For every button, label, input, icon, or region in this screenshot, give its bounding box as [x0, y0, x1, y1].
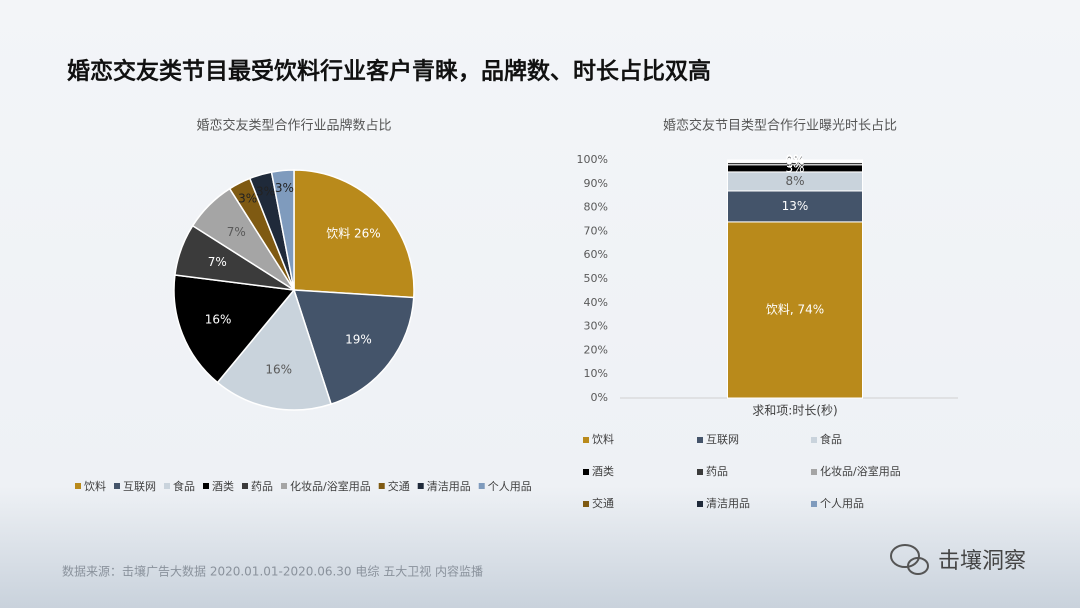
logo-icon [907, 557, 929, 575]
y-tick-label: 10% [584, 367, 608, 380]
legend-swatch [697, 437, 703, 443]
chart-title: 婚恋交友类型合作行业品牌数占比 [196, 118, 391, 134]
legend-label: 食品 [173, 479, 195, 493]
y-tick-label: 0% [591, 391, 608, 404]
y-tick-label: 50% [584, 272, 608, 285]
legend-swatch [281, 483, 287, 489]
data-label: 7% [208, 255, 227, 269]
slide-title: 婚恋交友类节目最受饮料行业客户青睐，品牌数、时长占比双高 [67, 58, 711, 85]
legend-label: 个人用品 [820, 497, 864, 510]
legend-label: 饮料 [592, 432, 614, 446]
y-tick-label: 30% [584, 320, 608, 333]
legend-swatch [378, 483, 385, 489]
y-tick-label: 70% [584, 224, 608, 237]
legend-swatch [697, 501, 703, 507]
legend-swatch [697, 469, 703, 475]
legend-swatch [478, 483, 485, 489]
legend-swatch [811, 437, 817, 443]
legend-swatch [811, 501, 817, 507]
data-label: 19% [345, 333, 372, 347]
legend-swatch [583, 501, 589, 507]
legend-label: 互联网 [123, 480, 156, 493]
data-label: 饮料, 74% [766, 302, 824, 316]
legend-swatch [114, 483, 120, 489]
pie-slice [216, 288, 333, 411]
data-label: 7% [227, 225, 246, 239]
y-tick-label: 20% [584, 343, 608, 356]
legend-label: 个人用品 [488, 480, 532, 493]
data-label: 饮料 26% [326, 227, 381, 241]
legend-label: 饮料 [84, 479, 106, 493]
legend-swatch [417, 483, 424, 489]
y-tick-label: 40% [584, 296, 608, 309]
logo-icon [890, 544, 920, 568]
legend-label: 交通 [592, 496, 614, 510]
legend-label: 酒类 [212, 479, 234, 493]
legend-label: 清洁用品 [427, 480, 471, 493]
legend-swatch [164, 483, 170, 489]
data-label: 16% [205, 313, 232, 327]
pie-slice [293, 169, 415, 299]
bar-segment [727, 190, 863, 223]
data-label: 3% [238, 192, 257, 206]
brand-logo [890, 544, 929, 575]
brand-name: 击壤洞察 [938, 549, 1026, 574]
legend-label: 互联网 [706, 433, 739, 446]
legend-label: 药品 [706, 465, 728, 478]
legend-swatch [242, 483, 248, 489]
data-label: 0% [785, 153, 804, 167]
data-label: 3% [275, 181, 294, 195]
y-tick-label: 80% [584, 201, 608, 214]
y-tick-label: 90% [584, 177, 608, 190]
source-note: 数据来源：击壤广告大数据 2020.01.01-2020.06.30 电综 五大… [62, 564, 483, 579]
legend-swatch [203, 483, 209, 489]
data-label: 8% [785, 174, 804, 188]
legend-swatch [811, 469, 817, 475]
legend-label: 交通 [388, 479, 410, 493]
pie-slice [292, 289, 415, 406]
legend-swatch [583, 469, 589, 475]
legend-swatch [75, 483, 81, 489]
data-label: 16% [265, 363, 292, 377]
y-tick-label: 100% [577, 153, 608, 166]
pie-slice [270, 169, 295, 291]
legend-label: 酒类 [592, 464, 614, 478]
y-tick-label: 60% [584, 248, 608, 261]
x-tick-label: 求和项:时长(秒) [752, 404, 837, 418]
legend-label: 化妆品/浴室用品 [820, 464, 901, 478]
legend-swatch [583, 437, 589, 443]
pie-slice [173, 274, 296, 384]
chart-title: 婚恋交友节目类型合作行业曝光时长占比 [663, 118, 897, 134]
legend-label: 食品 [820, 432, 842, 446]
legend-label: 药品 [251, 480, 273, 493]
bar-segment [727, 221, 863, 399]
data-label: 3% [256, 185, 275, 199]
data-label: 13% [782, 199, 809, 213]
legend-label: 清洁用品 [706, 497, 750, 510]
legend-label: 化妆品/浴室用品 [290, 479, 371, 493]
